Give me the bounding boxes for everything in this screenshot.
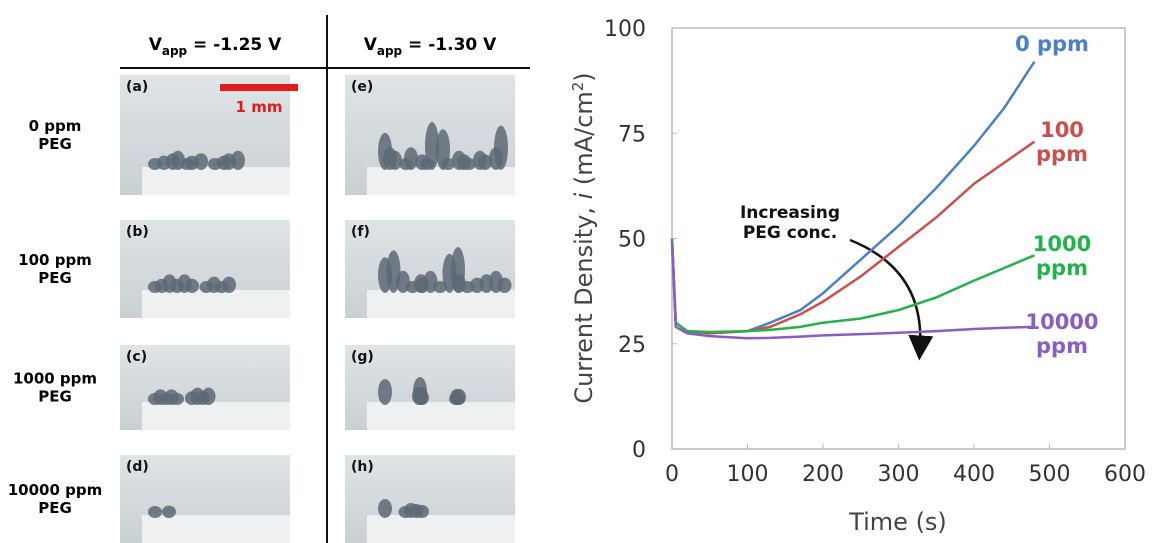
row-label-line: 1000 ppm — [13, 370, 97, 388]
column-header: Vapp = -1.25 V — [149, 35, 282, 58]
row-label-line: PEG — [38, 499, 72, 517]
electrode — [367, 167, 515, 195]
x-tick-label: 200 — [802, 462, 844, 487]
electrode — [142, 402, 290, 430]
series-line — [670, 60, 1036, 335]
electrode — [367, 402, 515, 430]
row-label-line: 0 ppm — [29, 117, 82, 135]
row-label-line: 10000 ppm — [8, 481, 103, 499]
y-tick-label: 75 — [618, 122, 646, 147]
row-label: 0 ppm PEG — [29, 117, 82, 153]
electrode — [142, 167, 290, 195]
dendrite — [462, 158, 476, 170]
scale-bar — [220, 84, 298, 91]
dendrite — [451, 247, 465, 293]
dendrite — [460, 281, 475, 293]
electrode — [367, 290, 515, 318]
column-header: Vapp = -1.30 V — [364, 35, 497, 58]
series-line — [670, 238, 1035, 334]
dendrite — [217, 155, 231, 170]
dendrite — [170, 393, 184, 405]
panel-letter: (d) — [126, 459, 149, 475]
x-axis-label: Time (s) — [848, 508, 947, 536]
scale-bar-label: 1 mm — [236, 98, 283, 116]
x-tick-label: 100 — [727, 462, 769, 487]
dendrite — [449, 393, 463, 405]
dendrite — [388, 150, 402, 170]
x-tick-label: 400 — [953, 462, 995, 487]
dendrite — [155, 278, 169, 293]
electrode — [142, 515, 290, 543]
panel-letter: (b) — [126, 224, 149, 240]
dendrite — [497, 277, 512, 293]
series-line — [670, 242, 1035, 340]
series-label: 100 ppm — [1036, 118, 1088, 166]
row-label-line: PEG — [38, 135, 72, 153]
panel-letter: (g) — [351, 349, 374, 365]
y-tick-label: 100 — [604, 17, 646, 42]
dendrite — [425, 122, 439, 170]
row-label-line: 100 ppm — [18, 251, 92, 269]
dendrite — [162, 505, 176, 518]
series-label: 0 ppm — [1015, 32, 1089, 56]
row-label: 10000 ppm PEG — [8, 481, 103, 517]
x-tick-label: 600 — [1104, 462, 1146, 487]
dendrite — [378, 499, 392, 518]
x-tick-label: 300 — [878, 462, 920, 487]
row-label-line: PEG — [38, 388, 72, 406]
panel-letter: (f) — [351, 224, 370, 240]
panel-letter: (e) — [351, 79, 373, 95]
row-label: 100 ppm PEG — [18, 251, 92, 287]
dendrite — [386, 250, 401, 293]
dendrite — [378, 379, 392, 405]
electrode — [142, 290, 290, 318]
panel-letter: (c) — [126, 349, 147, 365]
electrode — [367, 515, 515, 543]
y-tick-label: 0 — [632, 438, 646, 463]
dendrite — [180, 158, 194, 170]
dendrite — [398, 506, 413, 518]
panel-letter: (a) — [126, 79, 148, 95]
dendrite — [478, 154, 492, 170]
series-line — [670, 140, 1036, 335]
panel-letter: (h) — [351, 459, 374, 475]
y-tick-label: 50 — [618, 228, 646, 253]
dendrite — [166, 153, 180, 171]
y-axis-label: Current Density, i (mA/cm2) — [569, 72, 598, 403]
row-label: 1000 ppm PEG — [13, 370, 97, 406]
dendrite — [404, 147, 418, 171]
dendrite — [201, 387, 216, 405]
dendrite — [199, 281, 214, 293]
series-label: 10000 ppm — [1025, 310, 1099, 358]
x-tick-label: 0 — [665, 462, 679, 487]
dendrite — [148, 506, 162, 518]
dendrite — [441, 158, 455, 170]
y-tick-label: 25 — [618, 333, 646, 358]
dendrite — [414, 274, 428, 293]
series-label: 1000 ppm — [1032, 232, 1092, 280]
dendrite — [194, 153, 208, 171]
dendrite — [412, 387, 426, 405]
dendrite — [494, 125, 508, 170]
x-tick-label: 500 — [1029, 462, 1071, 487]
dendrite — [231, 150, 245, 170]
row-label-line: PEG — [38, 269, 72, 287]
annotation: Increasing PEG conc. — [740, 203, 840, 243]
